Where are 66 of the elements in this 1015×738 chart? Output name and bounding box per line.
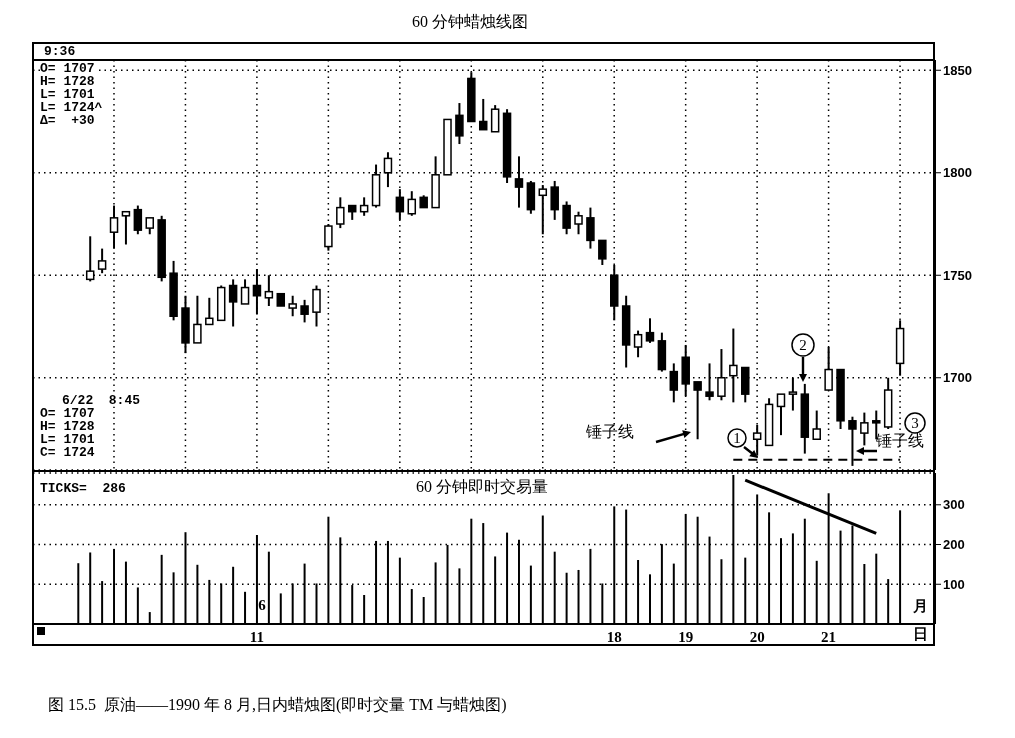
candlestick (288, 294, 297, 318)
annotation: 6/22 8:45 (62, 392, 141, 408)
annotation: 2 (799, 336, 807, 354)
candlestick (228, 278, 238, 328)
annotation: C= 1724 (40, 444, 95, 460)
text: 3 (911, 414, 919, 432)
candlestick (133, 204, 143, 236)
candlestick (336, 196, 345, 230)
candlestick (586, 206, 595, 250)
candlestick (312, 284, 321, 328)
x-tick-label: 11 (249, 629, 264, 645)
candlestick (598, 239, 607, 266)
annotation: 1 (733, 429, 741, 447)
text: 月 (912, 598, 928, 614)
annotation: 锤子线 (876, 430, 924, 451)
candlestick (383, 151, 393, 189)
candlestick (407, 190, 417, 217)
candlestick (645, 317, 655, 344)
candlestick (860, 411, 869, 447)
candlestick (490, 104, 500, 133)
annotation: H= 1728 (40, 418, 95, 434)
candlestick (205, 296, 214, 326)
y-tick-label: 1700 (943, 370, 972, 386)
candlestick (240, 278, 250, 305)
candlestick (669, 362, 679, 404)
text: 9:36 (44, 43, 76, 59)
annotation: L= 1724^ (40, 99, 103, 115)
candlestick (550, 179, 559, 221)
candlestick (455, 102, 464, 146)
candlestick (121, 210, 131, 246)
annotation: 锤子线 (586, 421, 634, 442)
text: 日 (912, 626, 928, 642)
x-tick-label: 20 (749, 629, 765, 645)
candlestick (705, 362, 714, 402)
chart-title: 60 分钟蜡烛线图 (409, 11, 531, 33)
x-tick-label: 18 (606, 629, 622, 645)
candlestick (562, 200, 571, 236)
annotation: H= 1728 (40, 73, 95, 89)
candlestick (776, 393, 786, 437)
candlestick (693, 380, 702, 441)
candlestick (193, 294, 202, 344)
y-tick-label: 1800 (943, 165, 972, 181)
candlestick (538, 184, 548, 236)
candlestick (478, 97, 488, 131)
y-tick-label: 300 (943, 497, 965, 513)
x-tick-label: 21 (821, 629, 837, 645)
annotation: O= 1707 (40, 60, 95, 76)
y-tick-label: 200 (943, 537, 965, 553)
annotation: O= 1707 (40, 405, 95, 421)
annotation: TICKS= 286 (40, 480, 126, 496)
caption: 图 15.5 原油——1990 年 8 月,日内蜡烛图(即时交量 TM 与蜡烛图) (48, 694, 507, 716)
annotation: L= 1701 (40, 86, 95, 102)
y-tick-label: 1750 (943, 267, 972, 283)
annotation: 6 (258, 597, 266, 613)
annotation: L= 1701 (40, 431, 95, 447)
x-tick-label: 19 (678, 629, 694, 645)
candlestick (574, 210, 583, 236)
candlestick (300, 298, 309, 324)
candlestick (812, 409, 821, 441)
candlestick (97, 247, 107, 275)
annotation: Δ= +30 (40, 112, 95, 128)
y-tick-label: 100 (943, 576, 965, 592)
chart-title: 60 分钟即时交易量 (413, 476, 551, 498)
candlestick (633, 329, 643, 359)
y-tick-label: 1850 (943, 62, 972, 78)
candlestick (324, 223, 333, 252)
